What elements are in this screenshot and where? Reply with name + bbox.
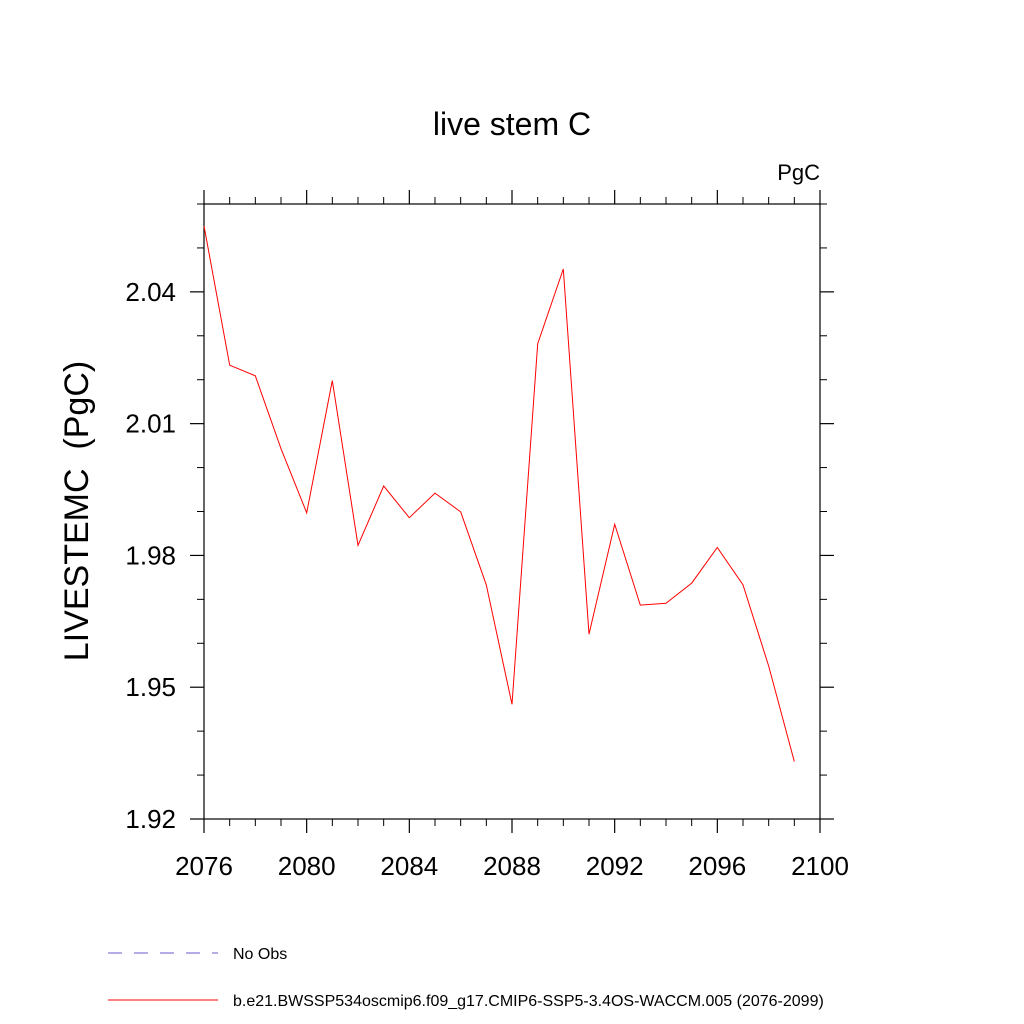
- legend: No Obs b.e21.BWSSP534oscmip6.f09_g17.CMIP…: [108, 946, 824, 1010]
- x-tick-label: 2080: [278, 851, 336, 881]
- y-tick-label: 2.04: [125, 277, 176, 307]
- units-label: PgC: [777, 160, 820, 185]
- x-tick-label: 2096: [688, 851, 746, 881]
- x-tick-labels: 2076 2080 2084 2088 2092 2096 2100: [175, 851, 849, 881]
- axis-ticks: [190, 190, 834, 833]
- x-tick-label: 2076: [175, 851, 233, 881]
- plot-frame: [203, 203, 821, 820]
- legend-label-0: No Obs: [233, 946, 287, 963]
- y-tick-label: 1.98: [125, 540, 176, 570]
- y-tick-labels: 1.92 1.95 1.98 2.01 2.04: [125, 277, 176, 834]
- x-tick-label: 2092: [586, 851, 644, 881]
- series-line-0: [203, 225, 795, 762]
- y-tick-label: 1.95: [125, 672, 176, 702]
- x-tick-label: 2088: [483, 851, 541, 881]
- series-layer: [203, 225, 795, 762]
- y-axis-label: LIVESTEMC (PgC): [58, 361, 96, 661]
- x-tick-label: 2084: [380, 851, 438, 881]
- legend-label-1: b.e21.BWSSP534oscmip6.f09_g17.CMIP6-SSP5…: [233, 993, 824, 1010]
- y-tick-label: 1.92: [125, 804, 176, 834]
- chart-title: live stem C: [433, 106, 591, 142]
- y-tick-label: 2.01: [125, 409, 176, 439]
- x-tick-label: 2100: [791, 851, 849, 881]
